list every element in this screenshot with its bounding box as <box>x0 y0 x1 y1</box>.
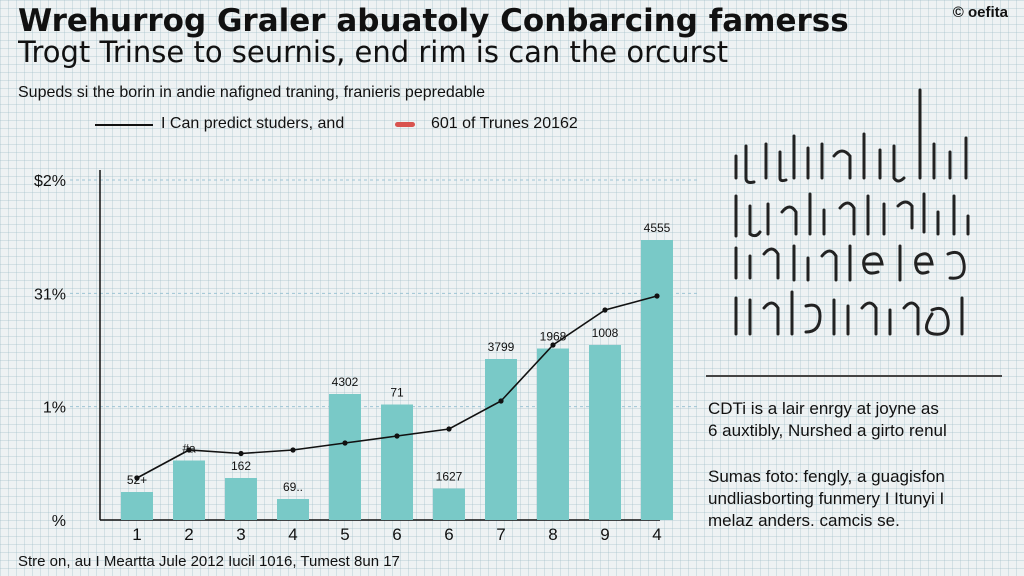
line-point <box>186 447 192 453</box>
x-tick-label: 5 <box>340 525 349 544</box>
y-tick-label: 31% <box>34 286 66 303</box>
x-tick-label: 2 <box>184 525 193 544</box>
x-tick-label: 4 <box>288 525 297 544</box>
bar-data-label: 71 <box>390 386 404 400</box>
x-tick-label: 8 <box>548 525 557 544</box>
line-point <box>498 398 504 404</box>
x-tick-label: 4 <box>652 525 661 544</box>
bar <box>329 394 361 520</box>
x-tick-label: 9 <box>600 525 609 544</box>
line-point <box>602 307 608 313</box>
bar <box>121 492 153 520</box>
bar <box>381 404 413 520</box>
bar <box>277 499 309 520</box>
line-point <box>446 426 452 432</box>
chart-title: Wrehurrog Graler abuatoly Conbarcing fam… <box>18 4 849 38</box>
line-point <box>134 475 140 481</box>
line-point <box>394 433 400 439</box>
line-point <box>290 447 296 453</box>
bar-data-label: 1627 <box>436 470 463 484</box>
side-note-2: Sumas foto: fengly, a guagisfon undliasb… <box>708 467 945 530</box>
bar <box>485 359 517 520</box>
y-tick-label: $2% <box>34 173 66 190</box>
x-tick-label: 3 <box>236 525 245 544</box>
bar <box>641 240 673 520</box>
brand-logo: © oefita <box>952 4 1008 21</box>
bar <box>433 488 465 520</box>
line-point <box>342 440 348 446</box>
handwritten-text-image <box>724 86 984 338</box>
legend-label-series-2: 601 of Trunes 20162 <box>431 115 578 132</box>
handwriting-icon <box>734 88 970 336</box>
bar-data-label: 1968 <box>540 330 567 344</box>
legend: I Can predict studers, and 601 of Trunes… <box>95 114 655 136</box>
bar-data-label: 4302 <box>332 375 359 389</box>
y-tick-label: 1% <box>43 400 66 417</box>
x-tick-label: 7 <box>496 525 505 544</box>
legend-red-swatch <box>395 122 415 127</box>
line-point <box>550 342 556 348</box>
x-tick-label: 6 <box>392 525 401 544</box>
x-tick-label: 6 <box>444 525 453 544</box>
line-point <box>654 293 660 299</box>
y-tick-label: % <box>52 513 66 530</box>
chart-title-line-2: Trogt Trinse to seurnis, end rim is can … <box>18 36 729 68</box>
bar-data-label: 162 <box>231 459 251 473</box>
bar <box>537 348 569 520</box>
bar-data-label: 4555 <box>644 221 671 235</box>
panel-divider <box>706 375 1002 377</box>
legend-line-swatch <box>95 124 153 126</box>
bar <box>589 345 621 520</box>
side-note-1: CDTi is a lair enrgy at joyne as 6 auxti… <box>708 399 947 440</box>
bar-data-label: 69.. <box>283 480 303 494</box>
legend-label-series-1: I Can predict studers, and <box>161 115 345 132</box>
bar <box>225 478 257 520</box>
bar <box>173 460 205 520</box>
footer-note: Stre on, au I Meartta Jule 2012 Iucil 10… <box>18 553 400 570</box>
line-point <box>238 450 244 457</box>
bar-data-label: 1008 <box>592 326 619 340</box>
bar-line-chart: $2%31%1%%52+1#a2162369..4430257161627637… <box>34 170 700 544</box>
x-tick-label: 1 <box>132 525 141 544</box>
bar-data-label: 3799 <box>488 340 515 354</box>
chart-subtitle: Supeds si the borin in andie nafigned tr… <box>18 84 485 101</box>
